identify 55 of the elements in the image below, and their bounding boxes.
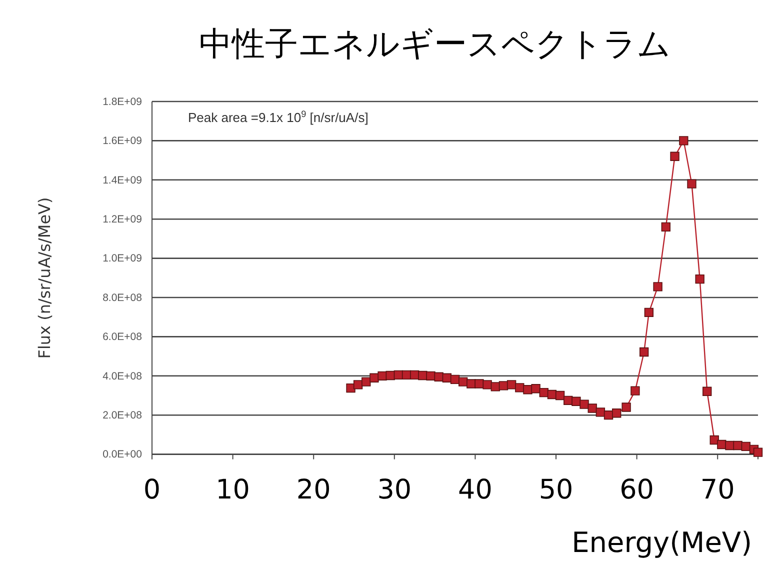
point xyxy=(490,382,500,392)
point xyxy=(653,282,662,292)
point xyxy=(555,390,565,400)
point xyxy=(353,380,363,390)
point xyxy=(482,380,492,390)
y-tick-label: 0.0E+00 xyxy=(102,448,142,461)
point xyxy=(741,442,750,452)
x-tick-label: 50 xyxy=(538,474,574,506)
y-axis-title: Flux (n/sr/uA/s/MeV) xyxy=(35,197,54,359)
point xyxy=(588,404,597,413)
point xyxy=(753,448,763,457)
y-tick-label: 1.6E+09 xyxy=(102,135,142,148)
chart-title: 中性子エネルギースペクトラム xyxy=(199,24,671,63)
point xyxy=(426,371,436,380)
y-tick-label: 1.2E+09 xyxy=(102,213,142,226)
point xyxy=(612,408,622,418)
point xyxy=(596,408,606,417)
x-tick-label: 20 xyxy=(296,474,331,506)
x-tick-label: 0 xyxy=(143,474,161,506)
point xyxy=(370,373,379,382)
y-tick-label: 1.0E+09 xyxy=(102,252,142,265)
point xyxy=(644,308,654,317)
point xyxy=(378,371,387,380)
point xyxy=(580,400,589,409)
point xyxy=(661,222,670,232)
point xyxy=(466,379,476,388)
point xyxy=(572,396,581,406)
point xyxy=(531,384,540,394)
point xyxy=(733,440,742,450)
point xyxy=(702,386,712,396)
y-tick-label: 1.4E+09 xyxy=(102,174,142,186)
point xyxy=(630,386,640,396)
point xyxy=(679,136,688,146)
y-tick-label: 1.8E+09 xyxy=(102,96,142,108)
y-tick-label: 8.0E+08 xyxy=(102,292,142,304)
x-tick-label: 10 xyxy=(216,474,250,506)
point xyxy=(362,377,371,386)
x-tick-label: 60 xyxy=(620,474,654,506)
y-tick-label: 4.0E+08 xyxy=(102,370,142,382)
x-axis-title: Energy(MeV) xyxy=(572,526,752,559)
x-tick-label: 70 xyxy=(700,474,735,506)
point xyxy=(622,402,631,412)
x-tick-label: 30 xyxy=(377,474,412,506)
point xyxy=(670,152,680,161)
y-tick-label: 2.0E+08 xyxy=(102,409,142,422)
point xyxy=(639,347,649,357)
x-tick-label: 40 xyxy=(458,474,492,506)
point xyxy=(498,381,508,390)
point xyxy=(506,380,516,390)
annotation: Peak area =9.1x 10$^{9}$ [n/sr/uA/s] xyxy=(188,109,368,125)
point xyxy=(474,379,484,388)
point xyxy=(458,377,468,386)
point xyxy=(695,274,704,284)
point xyxy=(687,179,696,188)
y-tick-label: 6.0E+08 xyxy=(102,331,142,344)
